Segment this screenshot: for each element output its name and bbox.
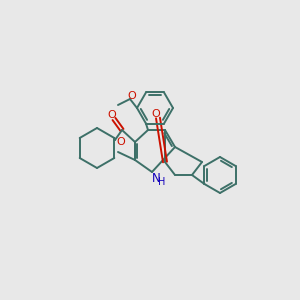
Text: O: O [128, 91, 136, 101]
Text: N: N [152, 172, 160, 184]
Text: O: O [152, 109, 160, 119]
Text: O: O [117, 137, 125, 147]
Text: O: O [108, 110, 116, 120]
Text: H: H [158, 177, 166, 187]
